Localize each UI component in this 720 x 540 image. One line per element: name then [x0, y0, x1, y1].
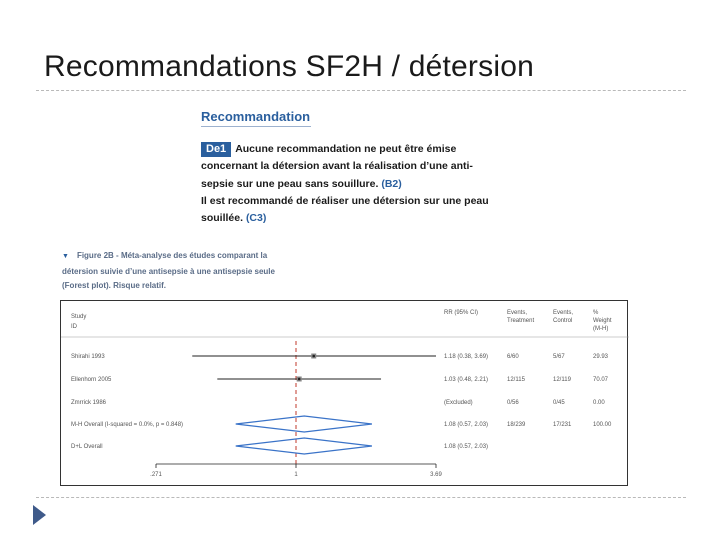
- events-control-value: 0/45: [553, 400, 565, 406]
- recommendation-line-4: Il est recommandé de réaliser une déters…: [201, 194, 489, 207]
- figure-caption: ▼ Figure 2B - Méta-analyse des études com…: [62, 249, 362, 294]
- weight-value: 0.00: [593, 400, 605, 406]
- figure-caption-line-1: ▼ Figure 2B - Méta-analyse des études com…: [62, 249, 362, 265]
- recommendation-text-line: Aucune recommandation ne peut être émise: [235, 143, 457, 155]
- recommendation-text-line: souillée.: [201, 212, 244, 225]
- header-id: ID: [71, 324, 78, 330]
- effect-label: 1.18 (0.38, 3.69): [444, 354, 488, 360]
- x-axis-tick-label: .271: [150, 472, 162, 478]
- events-control-value: 12/119: [553, 377, 572, 383]
- effect-label: 1.08 (0.57, 2.03): [444, 422, 488, 428]
- weight-value: 100.00: [593, 422, 612, 428]
- title-divider: [36, 90, 686, 91]
- recommendation-tag: De1: [201, 142, 232, 157]
- recommendation-text-line: sepsie sur une peau sans souillure.: [201, 177, 379, 190]
- header-study: Study: [71, 314, 86, 320]
- recommendation-text: De1 Aucune recommandation ne peut être ém…: [201, 141, 491, 227]
- events-treatment-value: 0/56: [507, 400, 519, 406]
- x-axis-tick-label: 1: [294, 472, 298, 478]
- x-axis-tick-label: 3.69: [430, 472, 442, 478]
- events-treatment-value: 12/115: [507, 377, 526, 383]
- events-control-value: 5/67: [553, 354, 565, 360]
- recommendation-heading: Recommandation: [201, 109, 311, 124]
- effect-label: (Excluded): [444, 400, 473, 406]
- recommendation-line-2: concernant la détersion avant la réalisa…: [201, 160, 473, 173]
- effect-label: 1.08 (0.57, 2.03): [444, 444, 488, 450]
- recommendation-line-5: souillée. (C3): [201, 210, 491, 227]
- effect-label: 1.03 (0.48, 2.21): [444, 377, 488, 383]
- slide-title: Recommandations SF2H / détersion: [44, 50, 534, 83]
- figure-caption-text: Figure 2B - Méta-analyse des études comp…: [76, 251, 268, 260]
- figure-caption-line-2: détersion suivie d’une antisepsie à une …: [62, 266, 275, 276]
- recommendation-grade: (B2): [381, 177, 402, 190]
- header-weight: Weight: [593, 318, 612, 324]
- point-estimate-dot: [312, 354, 316, 358]
- figure-caption-line-3: (Forest plot). Risque relatif.: [62, 281, 167, 290]
- study-label: Shirahi 1993: [71, 354, 105, 360]
- header-weight: %: [593, 310, 599, 316]
- events-treatment-value: 6/60: [507, 354, 519, 360]
- events-control-value: 17/231: [553, 422, 572, 428]
- recommendation-grade: (C3): [245, 212, 267, 225]
- caption-marker-icon: ▼: [62, 253, 69, 260]
- recommendation-heading-rule: [201, 126, 311, 127]
- study-label: Ellenhorn 2005: [71, 377, 112, 383]
- weight-value: 29.93: [593, 354, 609, 360]
- weight-value: 70.07: [593, 377, 609, 383]
- pooled-estimate-diamond: [235, 437, 372, 455]
- header-weight: (M-H): [593, 326, 608, 332]
- point-estimate-dot: [297, 377, 301, 381]
- forest-plot-svg: Study ID RR (95% CI) Events, Treatment Events…: [61, 310, 629, 478]
- header-rr: RR (95% CI): [444, 310, 478, 316]
- header-events-control: Control: [553, 318, 572, 324]
- pooled-estimate-diamond: [235, 415, 372, 433]
- forest-plot: Study ID RR (95% CI) Events, Treatment Events…: [60, 300, 629, 486]
- footer-divider: [36, 497, 686, 498]
- study-label: Zmrrick 1986: [71, 400, 107, 406]
- study-label: D+L Overall: [71, 444, 103, 450]
- recommendation-line-1: De1 Aucune recommandation ne peut être ém…: [201, 141, 491, 158]
- header-events-control: Events,: [553, 310, 573, 316]
- recommendation-line-3: sepsie sur une peau sans souillure. (B2): [201, 176, 491, 193]
- study-label: M-H Overall (I-squared = 0.0%, p = 0.848…: [71, 422, 183, 428]
- next-slide-arrow-icon[interactable]: [33, 505, 46, 525]
- header-events-treatment: Events,: [507, 310, 527, 316]
- events-treatment-value: 18/239: [507, 422, 526, 428]
- header-events-treatment: Treatment: [507, 318, 534, 324]
